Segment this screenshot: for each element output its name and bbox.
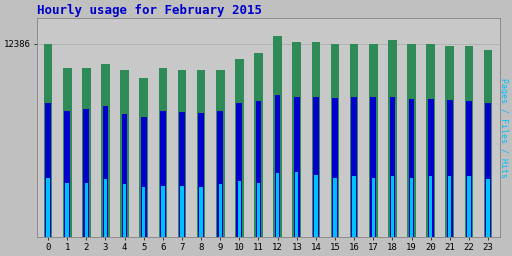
- Bar: [391, 176, 394, 237]
- Bar: [257, 183, 260, 237]
- Bar: [448, 176, 452, 237]
- Bar: [160, 111, 166, 237]
- Bar: [273, 36, 282, 237]
- Bar: [142, 187, 145, 237]
- Bar: [407, 44, 416, 237]
- Bar: [369, 44, 377, 237]
- Bar: [219, 184, 222, 237]
- Y-axis label: Pages / Files / Hits: Pages / Files / Hits: [499, 78, 508, 178]
- Bar: [313, 97, 319, 237]
- Bar: [447, 100, 453, 237]
- Bar: [197, 70, 205, 237]
- Bar: [275, 95, 281, 237]
- Bar: [486, 179, 490, 237]
- Bar: [102, 106, 109, 237]
- Bar: [464, 47, 473, 237]
- Text: Hourly usage for February 2015: Hourly usage for February 2015: [36, 4, 262, 17]
- Bar: [426, 44, 435, 237]
- Bar: [179, 112, 185, 237]
- Bar: [333, 178, 337, 237]
- Bar: [370, 97, 376, 237]
- Bar: [47, 178, 50, 237]
- Bar: [409, 99, 414, 237]
- Bar: [65, 111, 70, 237]
- Bar: [351, 97, 357, 237]
- Bar: [292, 42, 301, 237]
- Bar: [445, 47, 454, 237]
- Bar: [120, 70, 129, 237]
- Bar: [218, 111, 223, 237]
- Bar: [45, 103, 51, 237]
- Bar: [332, 98, 338, 237]
- Bar: [83, 109, 89, 237]
- Bar: [44, 44, 52, 237]
- Bar: [372, 178, 375, 237]
- Bar: [428, 99, 434, 237]
- Bar: [235, 59, 244, 237]
- Bar: [484, 50, 493, 237]
- Bar: [104, 179, 107, 237]
- Bar: [350, 44, 358, 237]
- Bar: [199, 187, 203, 237]
- Bar: [63, 68, 72, 237]
- Bar: [352, 176, 356, 237]
- Bar: [388, 40, 397, 237]
- Bar: [410, 178, 413, 237]
- Bar: [237, 103, 242, 237]
- Bar: [276, 173, 280, 237]
- Bar: [254, 53, 263, 237]
- Bar: [466, 101, 472, 237]
- Bar: [141, 117, 146, 237]
- Bar: [485, 103, 491, 237]
- Bar: [139, 78, 148, 237]
- Bar: [312, 42, 320, 237]
- Bar: [180, 186, 184, 237]
- Bar: [122, 114, 127, 237]
- Bar: [467, 176, 471, 237]
- Bar: [82, 68, 91, 237]
- Bar: [294, 97, 300, 237]
- Bar: [101, 64, 110, 237]
- Bar: [84, 183, 88, 237]
- Bar: [429, 176, 432, 237]
- Bar: [314, 175, 317, 237]
- Bar: [159, 68, 167, 237]
- Bar: [390, 97, 395, 237]
- Bar: [123, 184, 126, 237]
- Bar: [331, 44, 339, 237]
- Bar: [238, 181, 241, 237]
- Bar: [66, 183, 69, 237]
- Bar: [198, 113, 204, 237]
- Bar: [216, 70, 225, 237]
- Bar: [161, 186, 164, 237]
- Bar: [178, 70, 186, 237]
- Bar: [295, 172, 298, 237]
- Bar: [255, 101, 261, 237]
